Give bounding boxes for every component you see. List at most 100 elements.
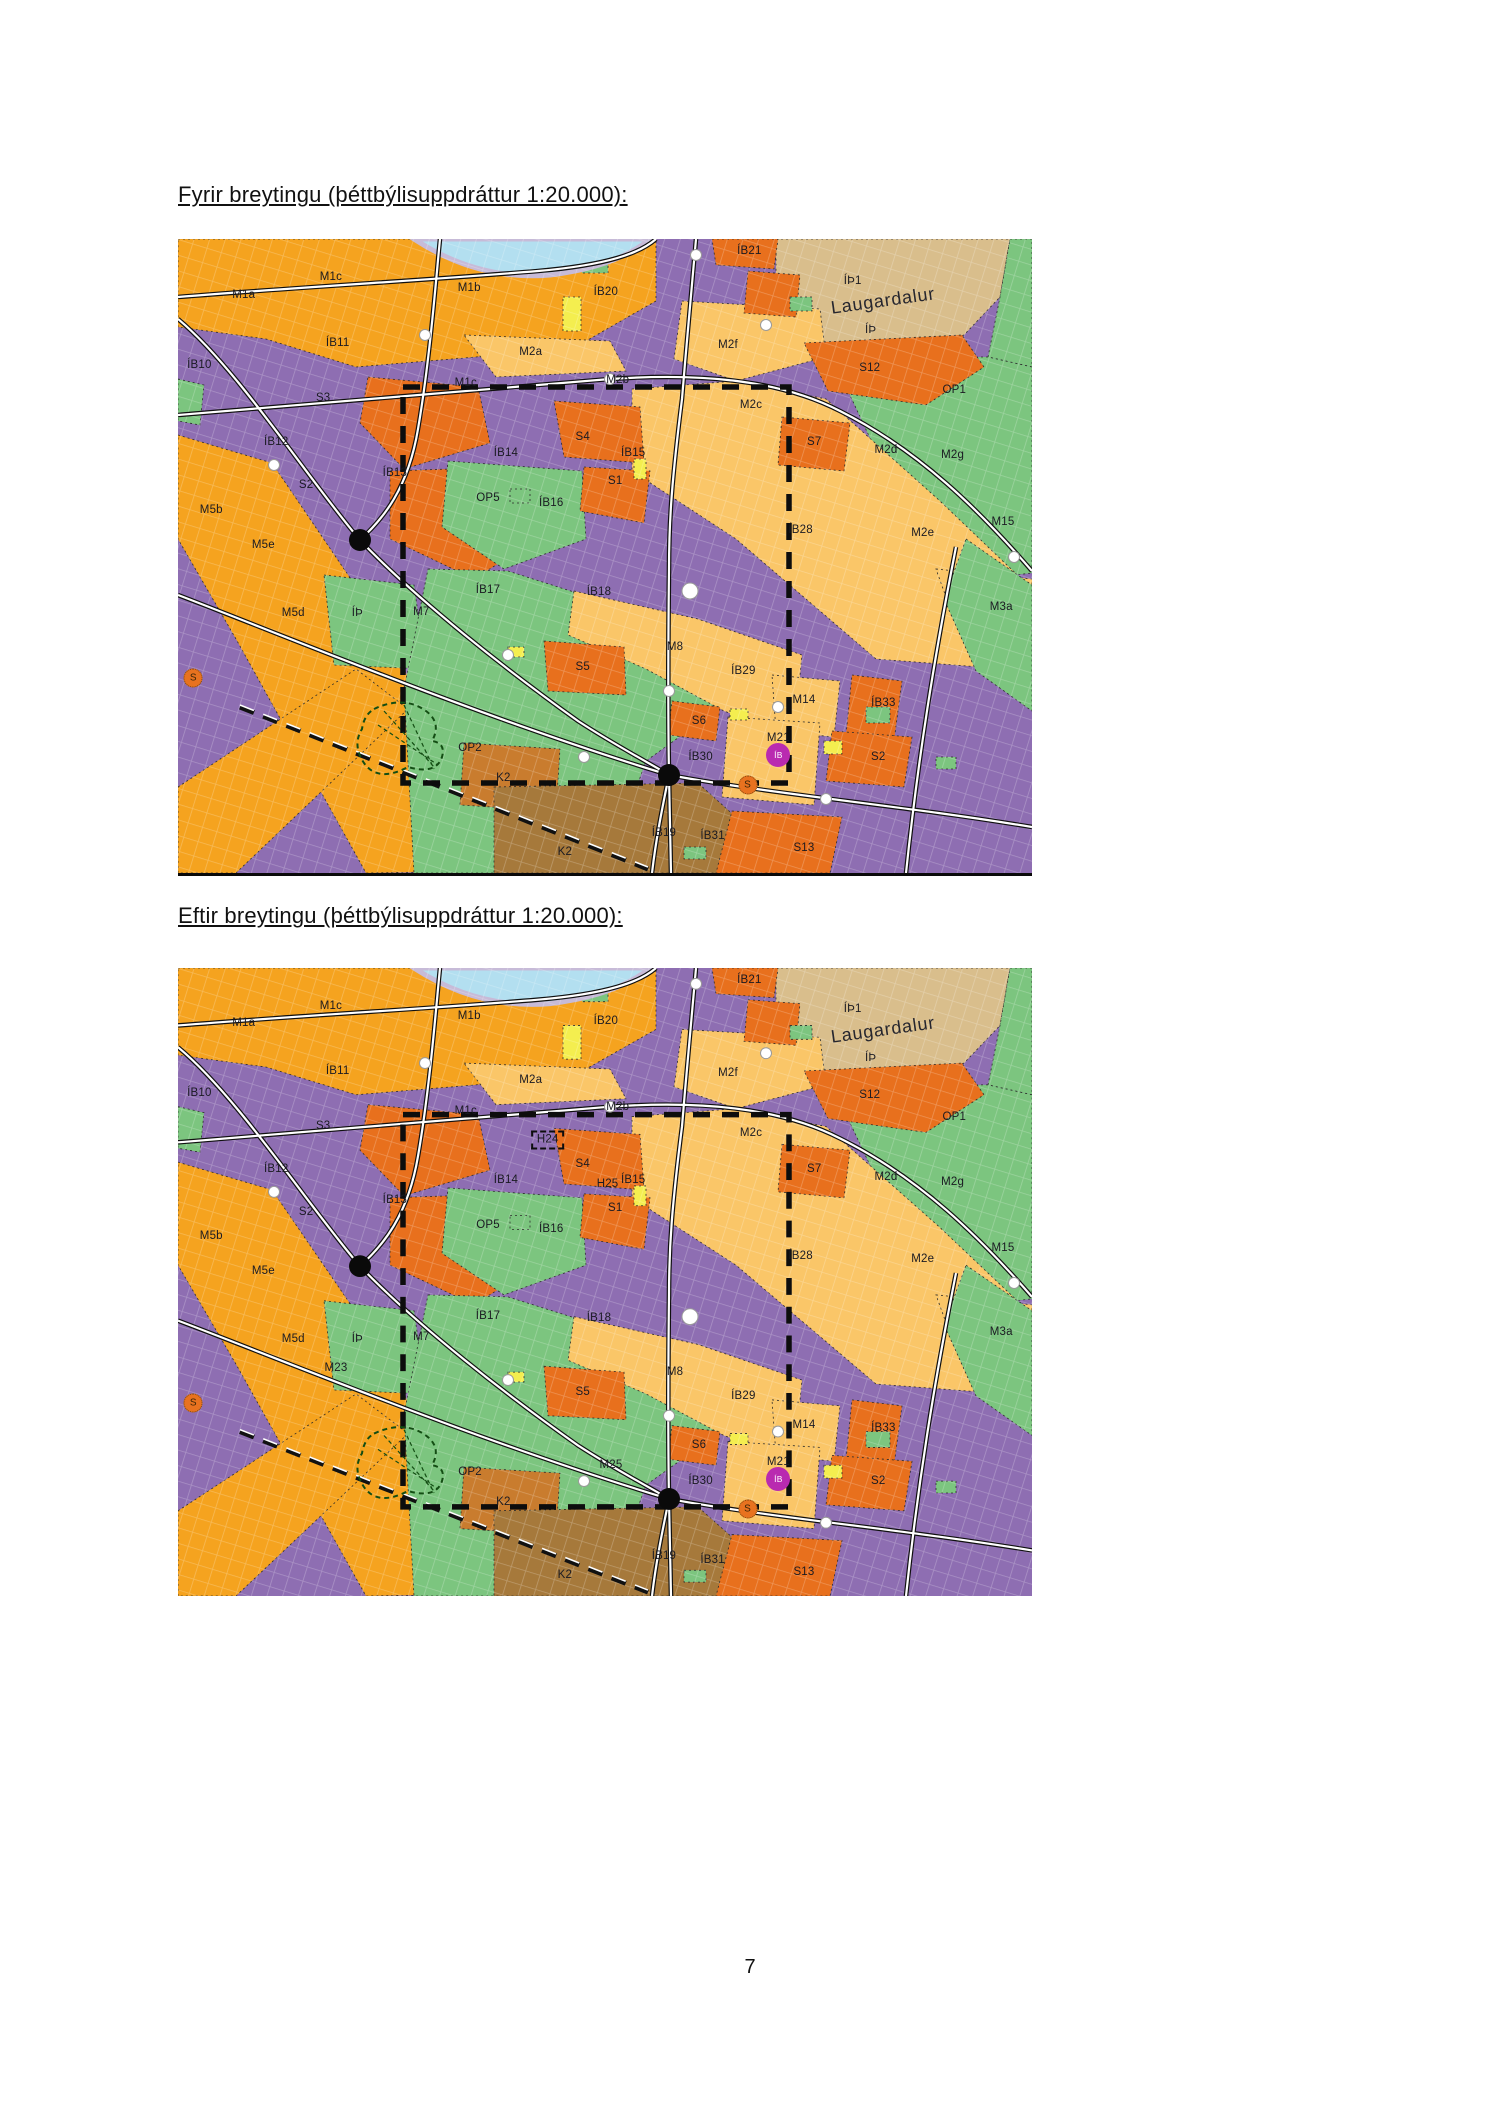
- zone-label-k2: K2: [496, 1495, 511, 1508]
- zone-label-m23: M23: [324, 1362, 348, 1375]
- zone-label-þ1: ÍÞ1: [843, 274, 862, 287]
- zone-label-m15: M15: [991, 515, 1015, 528]
- zone-label-m7: M7: [413, 1331, 430, 1344]
- zone-label-b17: ÍB17: [475, 584, 501, 597]
- zone-label-m8: M8: [666, 1365, 684, 1378]
- zone-label-þ: ÍÞ: [864, 1052, 877, 1065]
- zone-label-s5: S5: [575, 1385, 591, 1398]
- zone-label-b16: ÍB16: [538, 1223, 564, 1236]
- zone-label-s2: S2: [871, 1475, 886, 1488]
- zone-label-b13: ÍB13: [382, 1193, 408, 1206]
- zone-label-s5: S5: [575, 660, 591, 673]
- zone-label-m2a: M2a: [519, 345, 543, 358]
- zone-label-op1: OP1: [942, 383, 967, 396]
- zone-label-b15: ÍB15: [620, 1174, 646, 1187]
- zone-label-b33: ÍB33: [871, 1421, 896, 1434]
- zone-label-m1b: M1b: [457, 1010, 481, 1023]
- zone-marker-s: S: [738, 775, 758, 795]
- zone-label-b10: ÍB10: [187, 1086, 212, 1099]
- zone-label-s2: S2: [298, 1205, 314, 1218]
- zone-label-k2: K2: [496, 771, 511, 784]
- zone-label-m1c: M1c: [454, 1104, 477, 1117]
- zone-label-b30: ÍB30: [688, 750, 713, 763]
- zone-label-m15: M15: [991, 1242, 1015, 1255]
- zone-label-m3a: M3a: [989, 1326, 1013, 1339]
- zone-label-b18: ÍB18: [586, 1311, 612, 1324]
- zone-marker-b: ÍB: [766, 1467, 791, 1492]
- zone-label-s1: S1: [608, 1201, 623, 1214]
- zone-label-m1c: M1c: [319, 999, 343, 1012]
- heading-after: Eftir breytingu (þéttbýlisuppdráttur 1:2…: [178, 903, 623, 928]
- zone-label-b21: ÍB21: [737, 973, 762, 986]
- zone-label-b17: ÍB17: [475, 1309, 501, 1322]
- zone-label-s3: S3: [315, 392, 331, 405]
- zoning-map-before: M1c M1a M1b ÍB21 ÍB20 ÍÞ1 Laugardalur ÍÞ M2f S12 O…: [178, 239, 1032, 876]
- zone-label-b28: ÍB28: [788, 524, 813, 536]
- zone-label-s7: S7: [806, 435, 822, 448]
- zone-label-m14: M14: [792, 1418, 816, 1431]
- zone-label-m5e: M5e: [251, 1265, 275, 1278]
- zone-label-þ: ÍÞ: [351, 607, 363, 620]
- zone-label-m5d: M5d: [281, 1332, 305, 1345]
- zone-label-b16: ÍB16: [538, 496, 564, 509]
- zone-label-m2b: M2b: [606, 1101, 630, 1114]
- zone-label-b19: ÍB19: [651, 1550, 677, 1563]
- zone-label-b18: ÍB18: [586, 586, 612, 599]
- zone-label-s4: S4: [575, 430, 591, 443]
- zone-label-m2d: M2d: [874, 444, 898, 457]
- zone-label-b11: ÍB11: [325, 1064, 350, 1077]
- zone-label-s3: S3: [315, 1119, 331, 1132]
- zone-label-b11: ÍB11: [325, 336, 350, 349]
- zone-label-m1c: M1c: [454, 376, 477, 389]
- zone-label-þ: ÍÞ: [864, 324, 877, 337]
- zone-label-k2: K2: [557, 846, 573, 859]
- zone-label-b20: ÍB20: [593, 286, 619, 299]
- zoning-map-after: M1c M1a M1b ÍB21 ÍB20 ÍÞ1 Laugardalur ÍÞ M2f S12 O…: [178, 968, 1032, 1596]
- zone-label-op1: OP1: [942, 1111, 967, 1124]
- zone-label-h25: H25: [596, 1178, 619, 1191]
- zone-label-m2d: M2d: [874, 1171, 898, 1184]
- zone-label-m2g: M2g: [941, 449, 965, 462]
- zone-label-op2: OP2: [458, 742, 482, 755]
- zone-label-op5: OP5: [476, 1218, 500, 1231]
- zone-label-m2e: M2e: [911, 1253, 935, 1266]
- zone-label-m25: M25: [599, 1458, 623, 1471]
- zone-label-b21: ÍB21: [737, 245, 762, 258]
- heading-before: Fyrir breytingu (þéttbýlisuppdráttur 1:2…: [178, 182, 628, 207]
- zone-label-s12: S12: [859, 1089, 881, 1102]
- zone-label-m5b: M5b: [199, 1230, 223, 1243]
- zone-label-b13: ÍB13: [382, 466, 408, 479]
- zone-marker-s: S: [738, 1499, 758, 1519]
- zone-label-b30: ÍB30: [688, 1475, 713, 1488]
- zone-label-m2g: M2g: [941, 1176, 965, 1189]
- zone-label-b29: ÍB29: [731, 664, 756, 677]
- zone-label-s12: S12: [859, 361, 881, 374]
- zone-label-m2e: M2e: [911, 527, 935, 540]
- zone-label-m21: M21: [766, 731, 790, 744]
- zone-label-m2b: M2b: [606, 373, 630, 386]
- zone-label-s2: S2: [298, 478, 314, 491]
- zone-label-m2f: M2f: [718, 338, 738, 351]
- zone-label-b20: ÍB20: [593, 1014, 619, 1027]
- zone-label-s6: S6: [691, 1439, 707, 1452]
- zone-label-s1: S1: [608, 475, 623, 488]
- zone-label-s7: S7: [806, 1162, 822, 1175]
- zone-label-op5: OP5: [476, 492, 500, 505]
- zone-label-þ1: ÍÞ1: [843, 1003, 862, 1016]
- zone-label-m2c: M2c: [739, 1126, 763, 1139]
- zone-label-m5d: M5d: [281, 607, 305, 620]
- zone-marker-b: ÍB: [766, 743, 791, 768]
- zone-label-b33: ÍB33: [871, 697, 896, 710]
- zone-label-m5b: M5b: [199, 503, 223, 516]
- zone-label-b10: ÍB10: [187, 359, 212, 372]
- zone-label-m3a: M3a: [989, 600, 1013, 613]
- zone-label-m1a: M1a: [232, 1017, 256, 1030]
- zone-label-s2: S2: [871, 750, 886, 763]
- zone-label-s13: S13: [793, 1565, 815, 1578]
- zone-label-m7: M7: [413, 605, 430, 618]
- zone-label-s6: S6: [691, 714, 707, 727]
- page-number: 7: [744, 1956, 756, 1978]
- zone-label-m14: M14: [792, 693, 816, 706]
- zone-label-b19: ÍB19: [651, 827, 677, 840]
